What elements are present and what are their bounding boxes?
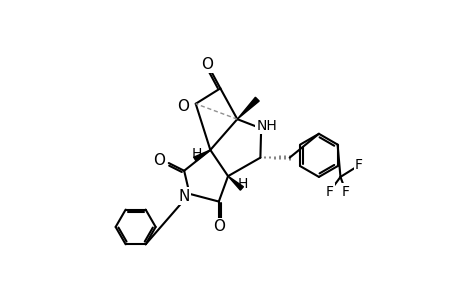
Text: H: H	[191, 147, 201, 161]
Text: H: H	[237, 177, 247, 191]
Text: F: F	[354, 158, 362, 172]
Polygon shape	[193, 150, 210, 161]
Text: O: O	[201, 57, 213, 72]
Text: O: O	[152, 153, 164, 168]
Text: F: F	[341, 184, 349, 199]
Polygon shape	[237, 97, 259, 119]
Text: N: N	[178, 189, 190, 204]
Text: F: F	[325, 184, 333, 199]
Text: O: O	[177, 99, 189, 114]
Polygon shape	[228, 176, 243, 190]
Text: O: O	[213, 220, 224, 235]
Text: NH: NH	[256, 119, 276, 133]
